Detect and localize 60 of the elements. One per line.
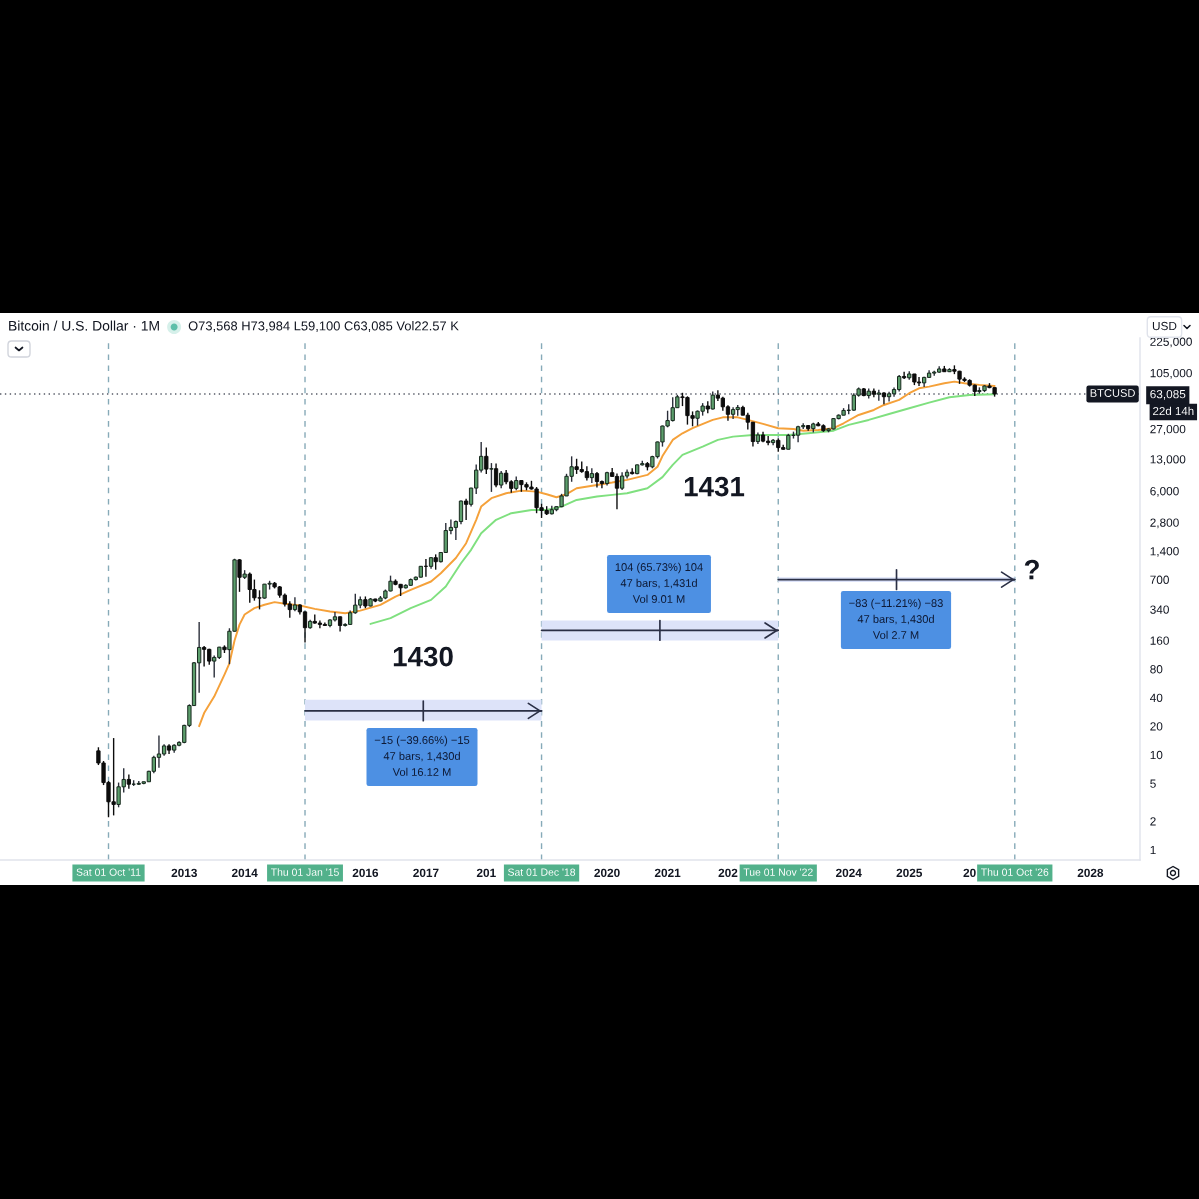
- y-tick-label: 6,000: [1150, 487, 1179, 497]
- ref-line-label: Sat 01 Oct '11: [76, 868, 141, 876]
- candlestick: [589, 467, 594, 484]
- y-tick-label: 225,000: [1150, 337, 1192, 348]
- x-tick-label: 2017: [413, 868, 439, 877]
- x-tick-label: 2021: [654, 868, 681, 877]
- x-tick-label: 202: [718, 868, 738, 877]
- candlestick: [463, 497, 469, 521]
- x-tick-label: 2020: [594, 868, 620, 877]
- y-tick-label: 20: [1150, 722, 1163, 731]
- line-series: [198, 380, 996, 728]
- y-tick-label: 63,085: [1150, 389, 1186, 400]
- chart-title: Bitcoin / U.S. Dollar · 1M: [9, 320, 159, 331]
- y-tick-label: 2: [1150, 817, 1156, 826]
- x-tick-label: 2013: [171, 868, 197, 878]
- candlestick: [916, 376, 922, 387]
- candlestick: [237, 558, 242, 593]
- candlestick: [614, 472, 620, 510]
- x-tick-label: 2028: [1077, 868, 1104, 877]
- x-tick-label: 201: [476, 868, 496, 877]
- candlestick: [493, 462, 499, 488]
- candlestick: [710, 390, 715, 411]
- ref-line-label: Sat 01 Dec '18: [508, 868, 576, 876]
- candlestick: [876, 388, 881, 402]
- x-tick-label: 20: [963, 868, 976, 877]
- ref-line-label: BTCUSD: [1090, 389, 1135, 397]
- chart-subtitle: O73,568 H73,984 L59,100 C63,085 Vol22.57 K: [188, 320, 459, 332]
- candlestick: [423, 558, 429, 578]
- y-tick-label: 340: [1150, 605, 1169, 614]
- annotation: −83 (−11.21%) −83 47 bars, 1,430d Vol 2.7 M: [849, 598, 943, 639]
- candlestick: [484, 446, 489, 475]
- annotation: ?: [1024, 559, 1039, 580]
- y-tick-label: 1: [1150, 845, 1156, 855]
- annotation: 1430: [393, 646, 453, 667]
- y-tick-label: 160: [1150, 636, 1169, 645]
- y-tick-label: 13,000: [1150, 455, 1186, 465]
- candlestick: [489, 462, 494, 493]
- annotation: 104 (65.73%) 104 47 bars, 1,431d Vol 9.01 M: [615, 562, 703, 603]
- y-tick-label: 10: [1150, 750, 1163, 760]
- annotation: −15 (−39.66%) −15 47 bars, 1,430d Vol 16.12 M: [374, 735, 470, 776]
- text: USD: [1152, 321, 1177, 331]
- y-tick-label: 2,800: [1150, 518, 1179, 529]
- x-tick-label: 2025: [896, 868, 923, 877]
- text: 22d 14h: [1153, 406, 1194, 416]
- y-tick-label: 700: [1150, 575, 1169, 584]
- y-tick-label: 40: [1149, 693, 1163, 703]
- x-tick-label: 2014: [231, 868, 258, 877]
- annotation: 1431: [684, 476, 745, 497]
- ref-line-label: Tue 01 Nov '22: [743, 868, 813, 876]
- ref-line-label: Thu 01 Oct '26: [981, 868, 1049, 876]
- y-tick-label: 105,000: [1150, 368, 1192, 379]
- y-tick-label: 80: [1150, 665, 1163, 674]
- y-tick-label: 5: [1150, 779, 1156, 788]
- ref-line-label: Thu 01 Jan '15: [270, 868, 339, 876]
- candlestick: [156, 734, 162, 769]
- x-tick-label: 2024: [835, 868, 862, 877]
- x-tick-label: 2016: [352, 868, 379, 877]
- y-tick-label: 1,400: [1150, 547, 1179, 557]
- y-tick-label: 27,000: [1150, 424, 1186, 435]
- candlestick: [458, 499, 464, 525]
